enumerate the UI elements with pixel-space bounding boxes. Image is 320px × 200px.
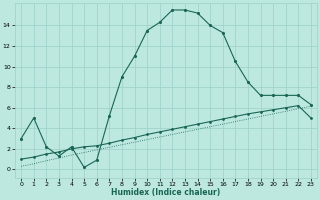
X-axis label: Humidex (Indice chaleur): Humidex (Indice chaleur) [111, 188, 221, 197]
